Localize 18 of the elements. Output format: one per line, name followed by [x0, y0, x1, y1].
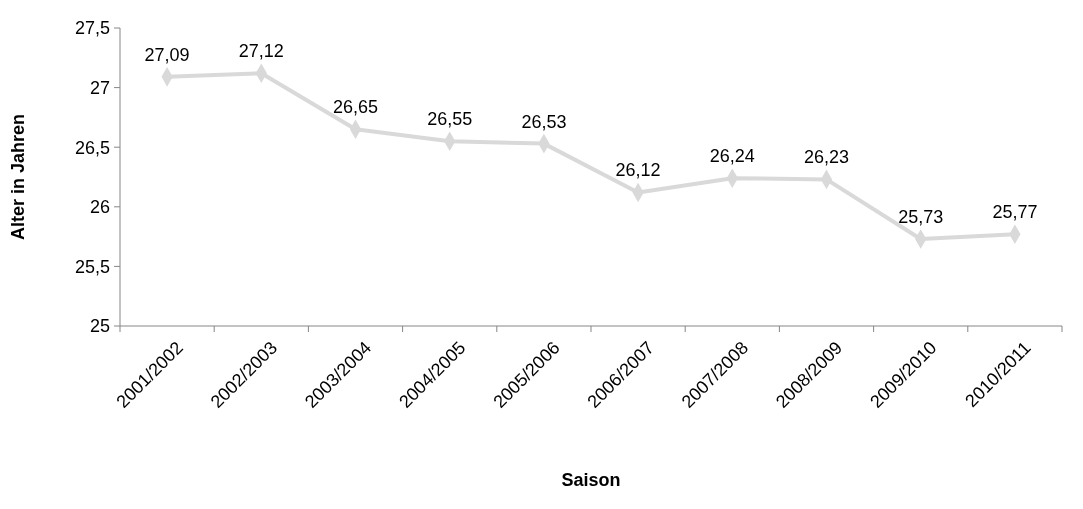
- data-label: 27,09: [144, 44, 190, 65]
- data-label: 26,23: [803, 147, 850, 168]
- data-label: 26,55: [427, 109, 473, 130]
- y-tick-label: 25: [89, 316, 110, 337]
- data-label: 26,24: [709, 146, 755, 167]
- y-tick-label: 26,5: [74, 137, 110, 158]
- data-label: 25,73: [898, 206, 944, 227]
- y-tick-label: 26: [89, 197, 110, 218]
- x-axis-title: Saison: [561, 470, 621, 490]
- y-axis-title: Alter in Jahren: [8, 113, 28, 241]
- y-tick-label: 25,5: [74, 256, 110, 277]
- data-label: 25,77: [992, 202, 1038, 223]
- data-label: 27,12: [238, 41, 284, 62]
- data-label: 26,65: [332, 97, 379, 118]
- data-label: 26,53: [521, 111, 567, 132]
- y-tick-label: 27,5: [74, 18, 110, 39]
- y-tick-label: 27: [89, 77, 110, 98]
- data-label: 26,12: [615, 160, 661, 181]
